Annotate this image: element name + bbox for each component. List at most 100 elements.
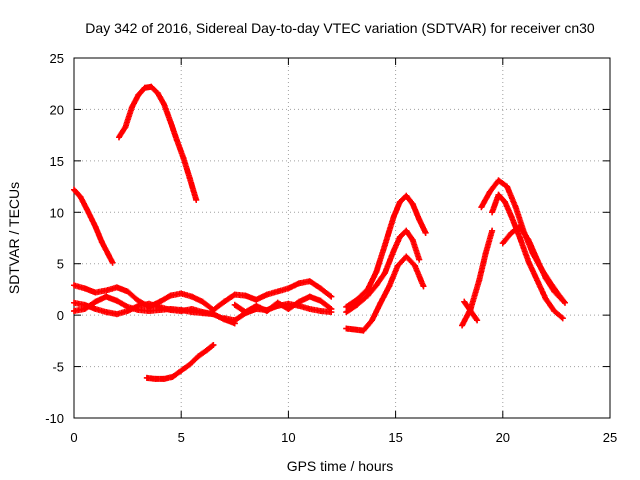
data-point <box>92 223 99 230</box>
data-point <box>92 298 99 305</box>
data-point <box>167 305 174 312</box>
data-point <box>122 123 129 130</box>
chart-title: Day 342 of 2016, Sidereal Day-to-day VTE… <box>85 20 595 36</box>
data-point <box>296 302 303 309</box>
data-point <box>409 237 416 244</box>
data-point <box>193 196 200 203</box>
data-point <box>242 292 249 299</box>
data-point <box>525 237 532 244</box>
data-point <box>306 293 313 300</box>
data-point <box>394 262 401 269</box>
data-point <box>83 206 90 213</box>
data-point <box>534 277 541 284</box>
data-point <box>512 204 519 211</box>
data-point <box>516 223 523 230</box>
data-point <box>188 309 195 316</box>
data-point <box>169 373 176 380</box>
data-point <box>81 305 88 312</box>
data-point <box>71 186 77 193</box>
data-points <box>71 83 568 382</box>
data-point <box>354 296 361 303</box>
y-tick-label: -10 <box>45 411 64 426</box>
series-peak-15-c <box>343 253 427 334</box>
data-point <box>390 248 397 255</box>
data-point <box>482 250 489 257</box>
data-point <box>328 309 335 316</box>
data-point <box>71 299 77 306</box>
data-point <box>203 347 210 354</box>
data-point <box>416 216 423 223</box>
data-point <box>534 256 541 263</box>
data-point <box>186 361 193 368</box>
series-peak-20-b <box>489 191 566 322</box>
data-point <box>92 289 99 296</box>
data-point <box>285 300 292 307</box>
data-point <box>71 282 77 289</box>
data-point <box>167 292 174 299</box>
x-tick-label: 20 <box>496 430 510 445</box>
data-point <box>92 305 99 312</box>
y-tick-label: 5 <box>57 257 64 272</box>
data-point <box>186 175 193 182</box>
data-point <box>143 374 150 381</box>
data-point <box>489 209 496 216</box>
series-arc-c <box>143 341 217 382</box>
data-point <box>109 259 116 266</box>
data-point <box>495 191 502 198</box>
data-point <box>141 84 148 91</box>
data-point <box>146 308 153 315</box>
data-point <box>373 268 380 275</box>
data-point <box>113 297 120 304</box>
y-tick-label: 15 <box>50 154 64 169</box>
data-point <box>103 287 110 294</box>
plot-frame <box>73 57 611 419</box>
data-point <box>396 199 403 205</box>
data-point <box>364 292 371 299</box>
series-peak-20-d <box>459 227 496 329</box>
data-point <box>154 89 161 96</box>
data-point <box>135 307 142 313</box>
data-point <box>551 308 558 315</box>
data-point <box>386 283 393 290</box>
data-point <box>369 317 376 324</box>
data-point <box>71 308 77 315</box>
data-point <box>263 307 270 313</box>
data-point <box>231 291 238 298</box>
data-point <box>178 307 185 313</box>
data-point <box>354 301 361 308</box>
data-point <box>476 277 483 284</box>
x-tick-label: 15 <box>388 430 402 445</box>
data-point <box>403 192 410 199</box>
x-axis-label: GPS time / hours <box>287 458 394 474</box>
data-point <box>81 285 88 292</box>
data-point <box>199 298 206 305</box>
data-point <box>486 188 493 195</box>
data-point <box>167 118 174 125</box>
data-point <box>381 242 388 249</box>
data-point <box>501 199 508 205</box>
data-point <box>525 258 532 265</box>
data-point <box>422 229 429 236</box>
data-point <box>478 204 485 211</box>
data-point <box>221 298 228 305</box>
data-point <box>274 302 281 309</box>
data-point <box>360 327 367 334</box>
data-point <box>285 285 292 292</box>
data-point <box>542 295 549 302</box>
data-point <box>253 296 260 303</box>
data-point <box>343 309 350 316</box>
data-point <box>98 239 105 246</box>
data-point <box>467 308 474 315</box>
data-point <box>178 290 185 297</box>
data-point <box>296 280 303 287</box>
data-point <box>195 353 202 360</box>
data-point <box>381 269 388 276</box>
y-tick-label: 25 <box>50 51 64 66</box>
grid <box>74 58 610 418</box>
data-point <box>317 308 324 315</box>
series-flat-4 <box>210 278 335 313</box>
data-point <box>516 235 523 241</box>
data-point <box>409 201 416 208</box>
data-point <box>173 137 180 144</box>
data-point <box>373 282 380 289</box>
